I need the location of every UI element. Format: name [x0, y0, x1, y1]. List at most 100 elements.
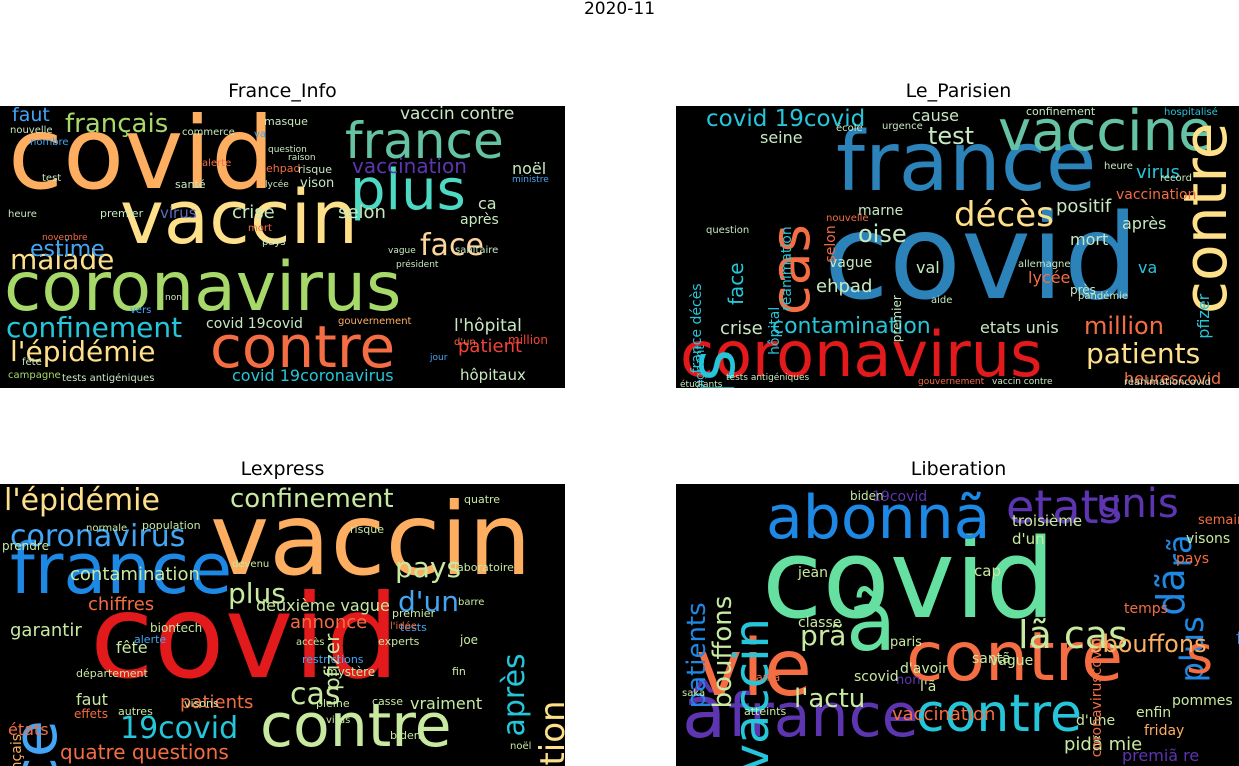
- cloud-word-garantir: garantir: [10, 620, 82, 641]
- cloud-word-acce-s: accès: [296, 637, 325, 648]
- cloud-word-friday: friday: [1144, 723, 1185, 739]
- cloud-word-vie: vie: [696, 624, 812, 714]
- cloud-word-covid-19coronavirus: covid 19coronavirus: [232, 366, 394, 385]
- cloud-word-atteints: atteints: [744, 705, 787, 718]
- cloud-word-pre-s: près: [1070, 283, 1096, 297]
- cloud-word-l-actu: l'actu: [794, 684, 866, 714]
- cloud-word-val: val: [916, 258, 940, 277]
- cloud-word-vague: vague: [388, 246, 416, 256]
- cloud-word-test: test: [42, 173, 62, 184]
- cloud-word-deuxie-me-vague: deuxième vague: [256, 596, 390, 615]
- cloud-word-vraiment: vraiment: [410, 694, 483, 713]
- cloud-word-ehpad: ehpad: [816, 276, 873, 297]
- wordcloud-le-parisien: covidcoronavirusfrancevaccinecontreplusc…: [676, 106, 1239, 388]
- cloud-word-selon: selon: [338, 202, 386, 223]
- cloud-word-vaccination: vaccination: [892, 704, 996, 725]
- cloud-word-commerce: commerce: [182, 127, 235, 138]
- cloud-word-lyce-e: lycée: [1028, 268, 1071, 287]
- cloud-word-unis: unis: [1096, 484, 1179, 527]
- cloud-word-raison: raison: [288, 153, 316, 163]
- cloud-word-contre: contre: [906, 618, 1124, 697]
- panel-title-liberation: Liberation: [910, 458, 1007, 480]
- cloud-word-chiffres: chiffres: [88, 594, 155, 615]
- cloud-word-re-animation: réanimation: [779, 226, 795, 311]
- cloud-word-pra: prã: [800, 619, 847, 652]
- cloud-word-face: face: [420, 228, 484, 263]
- cloud-word-mort: mort: [248, 223, 272, 234]
- cloud-word-contre: contre: [260, 691, 452, 761]
- cloud-word-fac-on: façon: [1236, 630, 1239, 648]
- cloud-word-19covid: 19covid: [872, 489, 928, 505]
- cloud-word-a: â: [682, 670, 727, 754]
- cloud-word-sanitaire: sanitaire: [455, 245, 499, 256]
- cloud-word-aide: aide: [931, 295, 953, 306]
- cloud-word-patients: patients: [180, 692, 254, 713]
- cloud-word-prendre: prendre: [2, 539, 49, 553]
- cloud-word-paris: paris: [890, 635, 922, 650]
- cloud-word-covid-19covid: covid 19covid: [706, 106, 866, 132]
- cloud-word-premier: premier: [392, 607, 436, 620]
- cloud-word-de-partement: département: [76, 667, 148, 680]
- cloud-word-gouvernement: gouvernement: [338, 316, 412, 327]
- cloud-word-19covid: 19covid: [120, 711, 239, 746]
- cloud-word-etats-unis: etats unis: [980, 318, 1059, 337]
- cloud-word-alerte: alerte: [134, 633, 167, 646]
- cloud-word-semaine: semaine: [1198, 513, 1239, 528]
- cloud-word-non: non: [165, 293, 182, 303]
- cloud-word-enfin: enfin: [1136, 705, 1172, 721]
- cloud-word-autres: autres: [118, 705, 153, 718]
- cloud-word-effets: effets: [74, 707, 108, 721]
- cloud-word-s: s: [1186, 626, 1214, 686]
- cloud-word-noe-l: noël: [510, 741, 532, 752]
- cloud-word-heurescovid: heurescovid: [1124, 369, 1222, 388]
- cloud-word-ehpad: ehpad: [266, 162, 301, 175]
- cloud-word-vaccination: vaccination: [1116, 187, 1197, 203]
- cloud-word-santa: santã: [972, 651, 1011, 667]
- cloud-word-vison: vison: [300, 176, 335, 191]
- cloud-word-seine: seine: [760, 128, 803, 147]
- cloud-word-vaccin: vaccin: [120, 175, 358, 261]
- wordcloud-lexpress: covidvaccincontrefrancefacel'épidémiecon…: [0, 484, 565, 766]
- cloud-word-covid: covid: [8, 106, 275, 212]
- cloud-word-l-a: l'ã: [920, 679, 937, 695]
- cloud-word-vague: vague: [990, 653, 1034, 669]
- cloud-word-jean: jean: [798, 565, 828, 581]
- cloud-word-de-ce-s: décès: [954, 195, 1054, 235]
- cloud-word-jour: jour: [430, 353, 448, 363]
- cloud-word-oise: oise: [858, 220, 907, 248]
- cloud-word-vaccination: vaccination: [533, 700, 565, 766]
- cloud-word-d-avoir: d'avoir: [900, 661, 948, 677]
- cloud-word-positif: positif: [1056, 196, 1112, 217]
- cloud-word-abonna: abonnã: [766, 484, 991, 553]
- cloud-word-urgence: urgence: [882, 121, 923, 132]
- cloud-word-fe-te: fête: [22, 357, 42, 368]
- cloud-word-nombre: nombre: [30, 137, 69, 148]
- cloud-word-fin: fin: [452, 665, 466, 678]
- cloud-word-a: ã: [846, 575, 897, 670]
- cloud-word-barre: barre: [458, 597, 485, 608]
- cloud-word-premier: premier: [100, 207, 144, 220]
- cloud-word-e-tudiants: étudiants: [680, 380, 723, 389]
- cloud-word-face: face: [724, 262, 748, 305]
- cloud-word-allemagne: allemagne: [1018, 259, 1071, 270]
- cloud-word-ho-pitaux: hôpitaux: [460, 366, 526, 384]
- cloud-word-non: non: [896, 673, 921, 688]
- cloud-word-re-animationcovid: réanimationcovid: [1124, 377, 1211, 388]
- cloud-word-patients: patients: [1086, 337, 1201, 370]
- panel-title-le-parisien: Le_Parisien: [905, 80, 1012, 102]
- cloud-word-e-tats: états: [8, 720, 49, 739]
- panel-title-france-info: France_Info: [228, 80, 337, 102]
- cloud-word-pays: pays: [1176, 551, 1210, 567]
- cloud-word-troisie-me: troisième: [1012, 512, 1083, 530]
- cloud-word-hospitalise: hospitalisé: [1164, 107, 1218, 118]
- cloud-word-coronavirus: coronavirus: [10, 519, 186, 554]
- cloud-word-nouvelle: nouvelle: [10, 125, 53, 136]
- wordcloud-france-info: covid coronavirus vaccin contre france plus l'…: [0, 106, 565, 388]
- cloud-word-record: record: [1160, 173, 1192, 184]
- cloud-word-question: question: [268, 145, 307, 155]
- cloud-word-malade: malade: [10, 243, 115, 276]
- cloud-word-annonce: annonce: [290, 612, 368, 633]
- cloud-word-premia-re: premiã re: [1122, 746, 1200, 765]
- cloud-word-marne: marne: [858, 203, 904, 219]
- cloud-word-visons: visons: [1186, 531, 1231, 547]
